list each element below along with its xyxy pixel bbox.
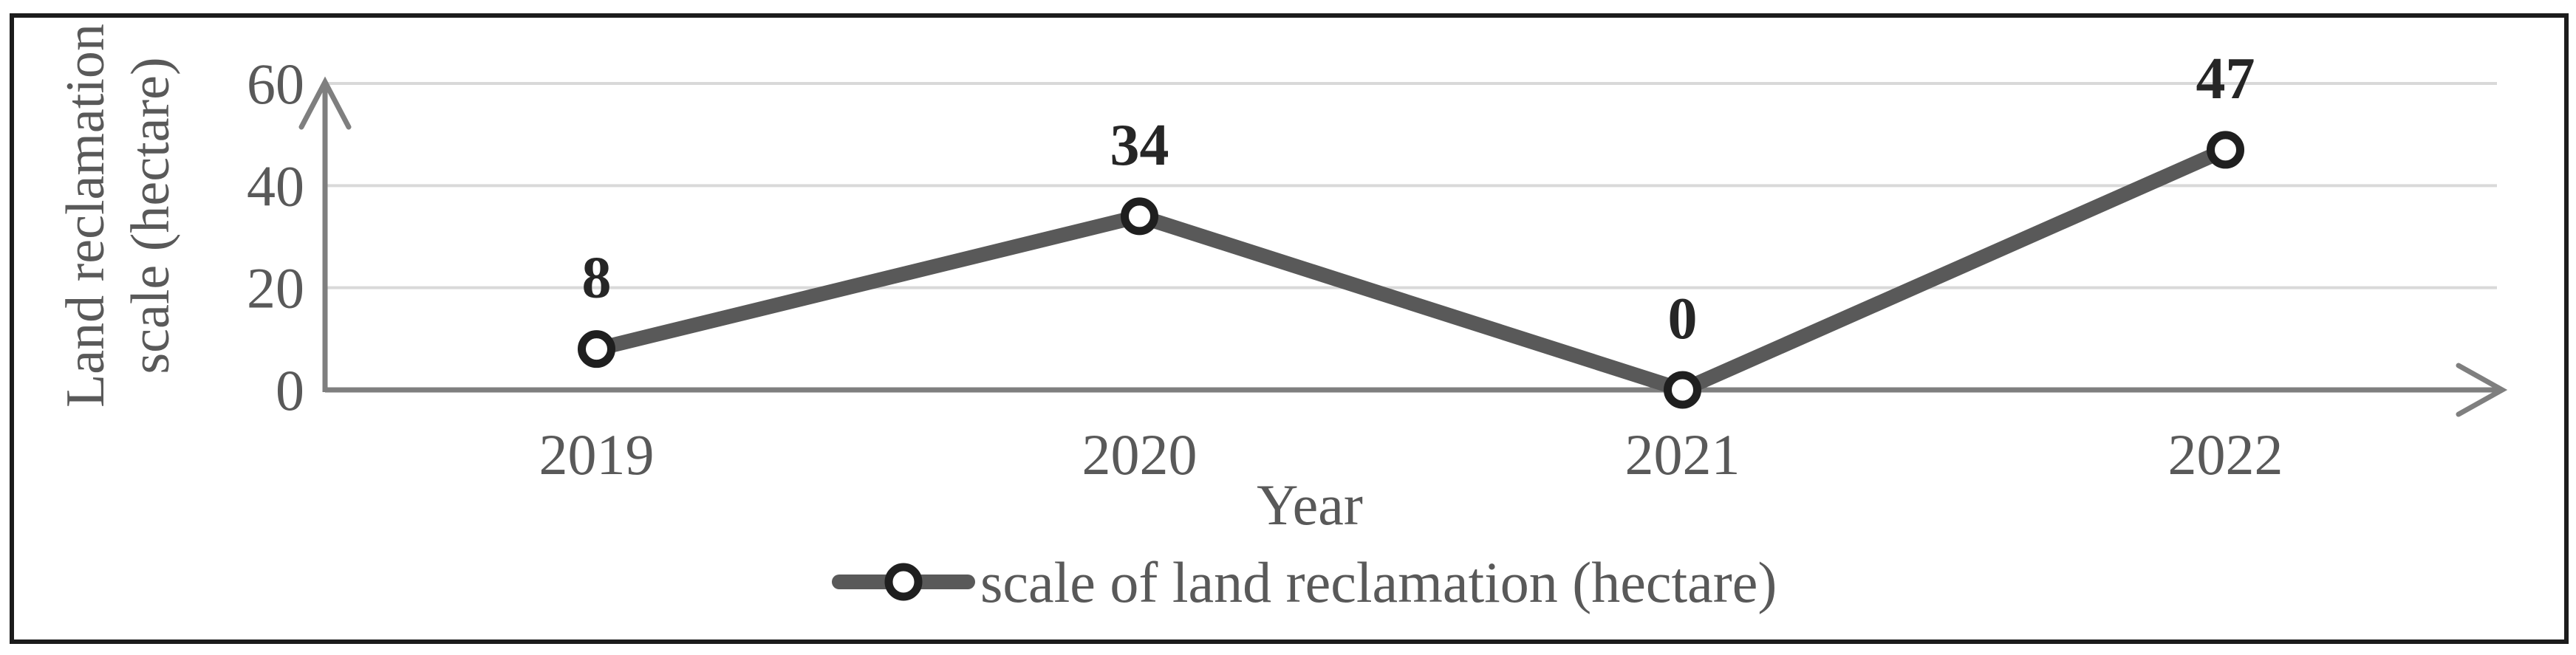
data-labels: 8 34 0 47: [582, 47, 2255, 351]
legend-circle-marker-icon: [884, 563, 923, 601]
x-tick-label-2021: 2021: [1625, 422, 1740, 487]
legend: scale of land reclamation (hectare): [832, 550, 1777, 614]
x-axis: [325, 363, 2508, 417]
y-tick-label-40: 40: [247, 154, 304, 218]
series-line-group: [589, 142, 2233, 397]
gridlines: [325, 82, 2497, 289]
chart-frame-border: [10, 13, 2569, 644]
data-point-marker-2022: [2207, 131, 2244, 169]
x-tick-label-2020: 2020: [1082, 422, 1198, 487]
legend-label: scale of land reclamation (hectare): [980, 550, 1777, 614]
x-tick-label-2019: 2019: [539, 422, 655, 487]
y-axis-title: Land reclamation scale (hectare): [55, 24, 181, 408]
x-tick-label-2022: 2022: [2168, 422, 2283, 487]
y-tick-labels: 0 20 40 60: [247, 52, 304, 422]
data-label-2022: 47: [2196, 47, 2255, 112]
y-tick-label-0: 0: [276, 358, 304, 422]
y-axis: [298, 76, 352, 392]
data-point-markers: [578, 131, 2244, 409]
x-axis-arrow-icon: [2456, 363, 2508, 417]
data-label-2019: 8: [582, 246, 612, 311]
x-axis-title: Year: [1257, 473, 1363, 537]
x-tick-labels: 2019 2020 2021 2022: [539, 422, 2283, 487]
data-point-marker-2019: [578, 330, 615, 368]
y-tick-label-20: 20: [247, 256, 304, 320]
data-label-2020: 34: [1110, 113, 1169, 178]
data-label-2021: 0: [1668, 287, 1698, 351]
y-axis-title-line1: Land reclamation: [55, 24, 116, 408]
y-tick-label-60: 60: [247, 52, 304, 116]
series-polyline: [589, 142, 2233, 397]
y-axis-arrow-icon: [298, 76, 352, 130]
data-point-marker-2021: [1664, 371, 1701, 409]
y-axis-title-line2: scale (hectare): [120, 57, 181, 374]
data-point-marker-2020: [1121, 197, 1158, 236]
